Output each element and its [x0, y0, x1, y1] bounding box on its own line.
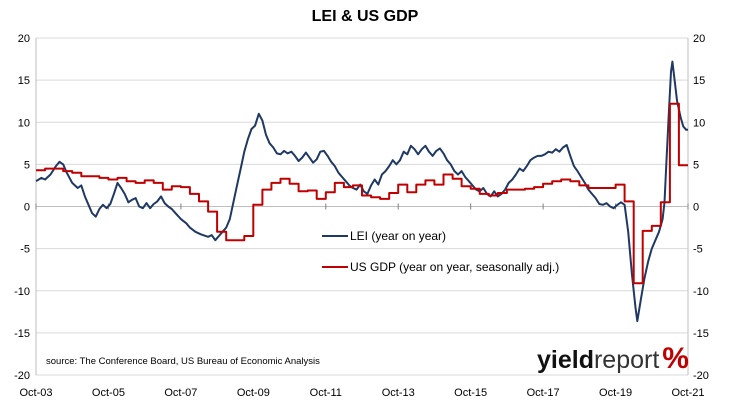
x-tick-label: Oct-11	[310, 387, 342, 399]
y-tick-label-left: 0	[24, 202, 30, 214]
series-line-gdp	[36, 102, 688, 285]
y-tick-label-right: -20	[693, 370, 709, 382]
logo-percent: %	[662, 342, 689, 375]
y-tick-label-right: 20	[693, 33, 705, 45]
series-layer	[35, 60, 688, 323]
x-tick-label: Oct-17	[527, 387, 560, 399]
axis-layer: -20 -20 -15 -15 -10 -10 -5 -5 0 0 5 5 10 10 15 15 20 20 Oc…	[14, 33, 709, 399]
logo-text: yieldreport%	[537, 342, 689, 375]
legend-label-gdp: US GDP (year on year, seasonally adj.)	[350, 260, 559, 274]
x-tick-label: Oct-15	[454, 387, 487, 399]
x-tick-label: Oct-19	[599, 387, 632, 399]
y-tick-label-left: -10	[14, 286, 30, 298]
source-note: source: The Conference Board, US Bureau …	[46, 356, 320, 367]
y-tick-label-right: 10	[693, 117, 705, 129]
y-tick-label-left: 10	[18, 117, 30, 129]
x-tick-label: Oct-03	[19, 387, 52, 399]
y-tick-label-left: 15	[18, 75, 30, 87]
legend: LEI (year on year) US GDP (year on year, …	[322, 229, 559, 274]
y-tick-label-right: 0	[693, 202, 699, 214]
y-tick-label-left: -15	[14, 328, 30, 340]
y-tick-label-left: -5	[20, 244, 30, 256]
y-tick-label-right: 15	[693, 75, 705, 87]
y-tick-label-right: -5	[693, 244, 703, 256]
logo-word-report: report	[594, 346, 659, 374]
chart-title: LEI & US GDP	[311, 8, 419, 25]
x-tick-label: Oct-05	[92, 387, 125, 399]
x-tick-label: Oct-07	[164, 387, 197, 399]
logo-word-yield: yield	[537, 346, 594, 374]
legend-label-lei: LEI (year on year)	[350, 229, 446, 243]
y-tick-label-right: 5	[693, 159, 699, 171]
x-tick-label: Oct-13	[382, 387, 415, 399]
y-tick-label-left: 20	[18, 33, 30, 45]
x-tick-label: Oct-21	[671, 387, 704, 399]
source-layer: source: The Conference Board, US Bureau …	[46, 356, 320, 367]
x-tick-label: Oct-09	[237, 387, 270, 399]
y-tick-label-right: -15	[693, 328, 709, 340]
y-tick-label-left: -20	[14, 370, 30, 382]
yieldreport-logo: yieldreport%	[537, 342, 689, 375]
y-tick-label-right: -10	[693, 286, 709, 298]
y-tick-label-left: 5	[24, 159, 30, 171]
series-line-lei	[35, 60, 688, 323]
